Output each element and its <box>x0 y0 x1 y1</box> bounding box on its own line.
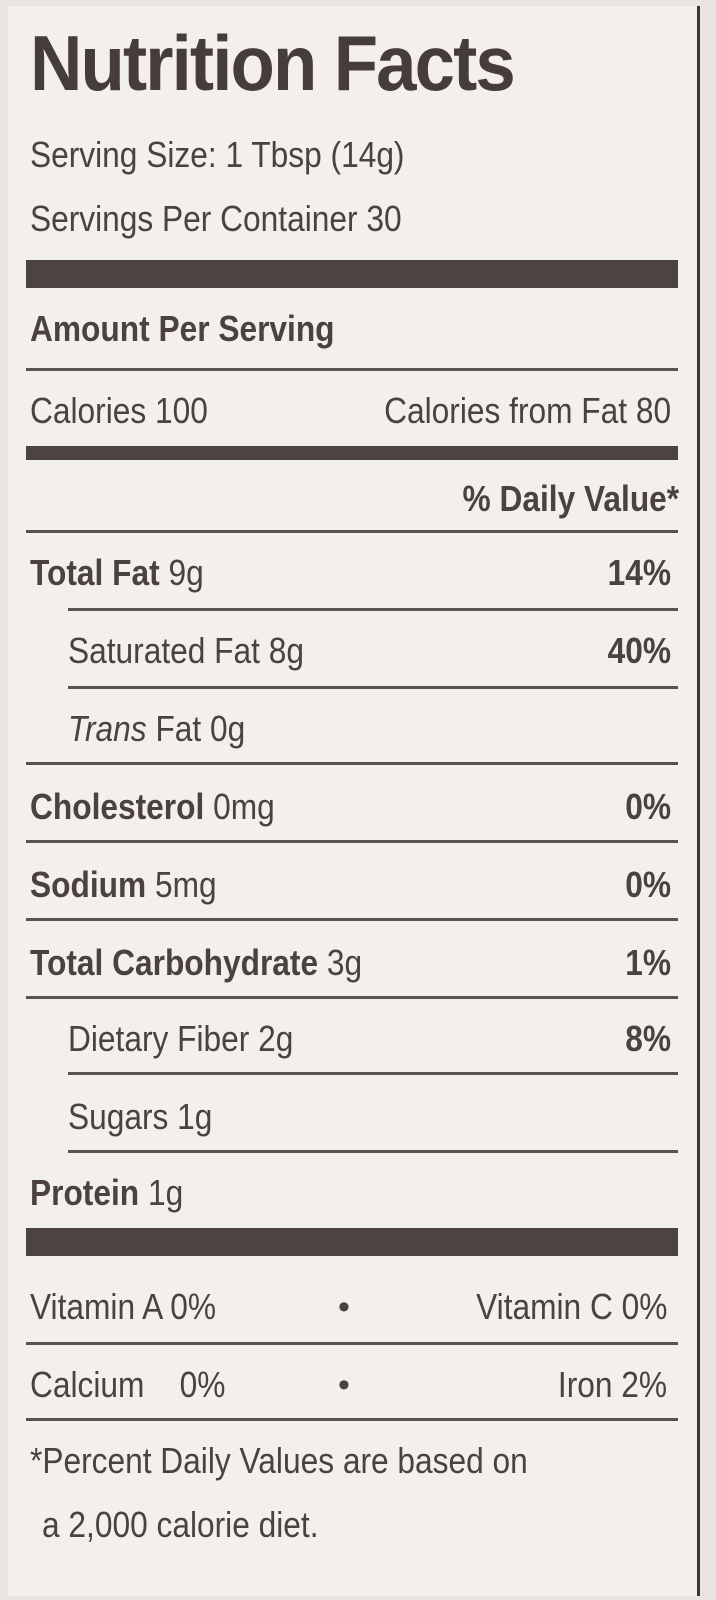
vitamin-c: Vitamin C 0% <box>475 1286 667 1327</box>
thick-divider-top <box>26 260 678 288</box>
divider <box>26 918 678 921</box>
protein-row: Protein 1g <box>30 1172 183 1214</box>
protein-amount: 1g <box>147 1172 184 1213</box>
amount-per-serving: Amount Per Serving <box>30 308 335 349</box>
saturated-fat-label: Saturated Fat 8g <box>68 630 304 671</box>
serving-size: Serving Size: 1 Tbsp (14g) <box>30 134 405 175</box>
daily-value-header: % Daily Value* <box>462 478 679 519</box>
sodium-amount: 5mg <box>154 864 217 905</box>
divider <box>26 762 678 765</box>
total-carb-row: Total Carbohydrate 3g <box>30 942 362 984</box>
thick-divider-bottom <box>26 1228 678 1256</box>
divider <box>26 1418 678 1421</box>
divider <box>26 996 678 999</box>
calcium: Calcium 0% <box>30 1364 226 1405</box>
cholesterol-row: Cholesterol 0mg <box>30 786 275 828</box>
medium-divider <box>26 446 678 460</box>
total-fat-row: Total Fat 9g <box>30 552 204 594</box>
saturated-fat-dv: 40% <box>607 630 671 671</box>
cholesterol-label: Cholesterol <box>30 786 205 827</box>
trans-fat-rest: Fat 0g <box>155 708 246 749</box>
footnote-line2: a 2,000 calorie diet. <box>42 1504 319 1545</box>
divider <box>26 1342 678 1345</box>
dietary-fiber-label: Dietary Fiber 2g <box>68 1018 294 1059</box>
iron: Iron 2% <box>557 1364 667 1405</box>
servings-per-container: Servings Per Container 30 <box>30 198 402 239</box>
bullet-separator: • <box>338 1366 350 1404</box>
divider <box>26 530 678 533</box>
sugars-label: Sugars 1g <box>68 1096 213 1137</box>
sodium-row: Sodium 5mg <box>30 864 217 906</box>
trans-fat-italic: Trans <box>68 708 147 749</box>
divider <box>68 1150 678 1153</box>
cholesterol-dv: 0% <box>625 786 671 827</box>
trans-fat-row: Trans Fat 0g <box>68 708 245 750</box>
protein-label: Protein <box>30 1172 140 1213</box>
label-title: Nutrition Facts <box>30 19 516 107</box>
footnote-line1: *Percent Daily Values are based on <box>30 1440 528 1481</box>
total-carb-amount: 3g <box>326 942 363 983</box>
divider <box>68 608 678 611</box>
total-carb-label: Total Carbohydrate <box>30 942 319 983</box>
divider <box>26 368 678 371</box>
total-carb-dv: 1% <box>625 942 671 983</box>
sodium-label: Sodium <box>30 864 147 905</box>
dietary-fiber-dv: 8% <box>625 1018 671 1059</box>
total-fat-label: Total Fat <box>30 552 160 593</box>
calories: Calories 100 <box>30 390 208 431</box>
divider <box>68 1072 678 1075</box>
divider <box>26 840 678 843</box>
total-fat-amount: 9g <box>168 552 204 593</box>
divider <box>68 686 678 689</box>
bullet-separator: • <box>338 1288 350 1326</box>
total-fat-dv: 14% <box>607 552 671 593</box>
sodium-dv: 0% <box>625 864 671 905</box>
cholesterol-amount: 0mg <box>213 786 275 827</box>
vitamin-a: Vitamin A 0% <box>30 1286 217 1327</box>
nutrition-label: Nutrition Facts Serving Size: 1 Tbsp (14… <box>8 6 700 1596</box>
calories-from-fat: Calories from Fat 80 <box>384 390 671 431</box>
